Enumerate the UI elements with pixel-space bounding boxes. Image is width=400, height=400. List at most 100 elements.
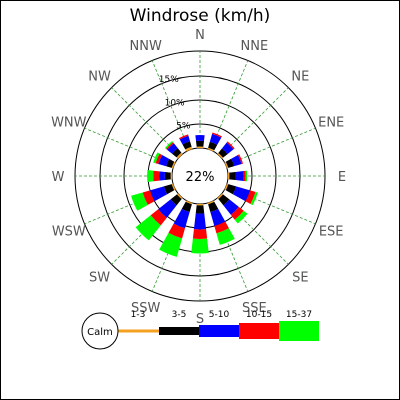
bar-w-3-5 bbox=[164, 172, 171, 180]
legend-swatch-10-15 bbox=[239, 323, 279, 339]
bar-wsw-10-15 bbox=[142, 190, 155, 205]
bar-ene-3-5 bbox=[225, 158, 235, 168]
bar-e-10-15 bbox=[243, 170, 246, 182]
labels-layer: N NNE NE ENE E ESE SE SSE S SSW SW WSW W WNW NW NNW 5% 10… bbox=[51, 28, 346, 327]
bar-nnw-3-5 bbox=[182, 141, 192, 150]
legend: Calm 1-3 3-5 5-10 10-15 15-37 bbox=[81, 310, 319, 350]
bar-ssw-5-10 bbox=[173, 208, 190, 229]
bar-se-1-3 bbox=[217, 193, 224, 200]
bar-sse-5-10 bbox=[210, 208, 226, 226]
bar-n-5-10 bbox=[195, 135, 205, 142]
bar-ne-1-3 bbox=[217, 152, 224, 159]
bar-wsw-1-3 bbox=[171, 183, 176, 191]
bar-nne-5-10 bbox=[209, 133, 222, 145]
bar-sse-15-37 bbox=[216, 228, 235, 245]
bar-sse-10-15 bbox=[214, 221, 229, 234]
bar-s-1-3 bbox=[196, 203, 204, 206]
bar-e-5-10 bbox=[235, 171, 244, 181]
bar-nnw-5-10 bbox=[179, 135, 191, 145]
bar-wnw-15-37 bbox=[153, 152, 160, 164]
bar-e-1-3 bbox=[227, 172, 230, 180]
bar-w-15-37 bbox=[147, 170, 154, 182]
bar-wnw-3-5 bbox=[166, 158, 175, 168]
bar-s-10-15 bbox=[192, 229, 208, 240]
legend-swatch-3-5 bbox=[159, 327, 199, 335]
bar-nw-3-5 bbox=[172, 148, 182, 158]
ring-label-10: 10% bbox=[165, 98, 185, 108]
bar-w-1-3 bbox=[170, 172, 173, 180]
bar-sw-3-5 bbox=[170, 194, 182, 206]
chart-title: Windrose (km/h) bbox=[129, 6, 271, 26]
bar-se-5-10 bbox=[223, 199, 239, 215]
legend-calm-circle bbox=[81, 312, 119, 350]
legend-label-3-5: 3-5 bbox=[172, 310, 187, 320]
direction-label-nne: NNE bbox=[241, 39, 269, 54]
bar-nne-1-3 bbox=[207, 147, 215, 152]
bar-se-10-15 bbox=[230, 206, 244, 220]
bar-ene-5-10 bbox=[231, 154, 242, 167]
bar-sw-5-10 bbox=[158, 199, 177, 218]
direction-label-w: W bbox=[52, 170, 65, 185]
bar-ne-5-10 bbox=[221, 142, 234, 155]
legend-calm-label: Calm bbox=[87, 327, 113, 338]
bar-nnw-10-15 bbox=[178, 134, 189, 140]
direction-label-wsw: WSW bbox=[52, 224, 86, 239]
bar-sw-15-37 bbox=[135, 215, 161, 241]
direction-label-wnw: WNW bbox=[51, 116, 87, 131]
ring-label-15: 15% bbox=[159, 75, 179, 85]
legend-label-15-37: 15-37 bbox=[286, 310, 312, 320]
spoke-nnw bbox=[151, 60, 190, 151]
bar-nw-10-15 bbox=[166, 142, 174, 150]
bar-nw-15-37 bbox=[164, 140, 174, 150]
bar-s-5-10 bbox=[193, 213, 207, 230]
bar-nnw-1-3 bbox=[185, 146, 193, 152]
legend-swatch-5-10 bbox=[199, 325, 239, 337]
direction-label-ese: ESE bbox=[319, 224, 344, 239]
direction-label-ene: ENE bbox=[318, 116, 344, 131]
direction-label-s: S bbox=[196, 312, 204, 327]
bar-e-15-37 bbox=[245, 170, 248, 182]
bar-w-10-15 bbox=[153, 170, 160, 182]
direction-label-sse: SSE bbox=[242, 301, 267, 316]
direction-label-ssw: SSW bbox=[131, 301, 161, 316]
direction-label-nnw: NNW bbox=[130, 39, 162, 54]
bar-wsw-3-5 bbox=[163, 184, 175, 195]
bar-ene-1-3 bbox=[224, 161, 229, 169]
ring-label-5: 5% bbox=[176, 122, 191, 132]
bar-nw-1-3 bbox=[176, 152, 183, 159]
bar-nne-10-15 bbox=[212, 132, 222, 138]
bar-se-15-37 bbox=[234, 210, 248, 224]
bar-sse-3-5 bbox=[208, 201, 219, 213]
direction-label-n: N bbox=[195, 28, 205, 43]
legend-swatch-15-37 bbox=[279, 321, 319, 341]
legend-label-10-15: 10-15 bbox=[246, 310, 272, 320]
bar-wnw-10-15 bbox=[155, 153, 163, 165]
bar-n-1-3 bbox=[196, 146, 204, 149]
legend-label-5-10: 5-10 bbox=[209, 310, 230, 320]
bar-ese-3-5 bbox=[225, 184, 237, 195]
bar-ne-10-15 bbox=[226, 141, 235, 150]
bar-s-3-5 bbox=[195, 205, 205, 214]
bars-layer bbox=[131, 132, 258, 257]
bar-sw-10-15 bbox=[150, 209, 167, 226]
direction-label-nw: NW bbox=[88, 70, 111, 85]
bar-ese-15-37 bbox=[250, 191, 258, 206]
bar-nne-3-5 bbox=[208, 141, 218, 151]
bar-ssw-15-37 bbox=[159, 232, 183, 257]
bar-ene-10-15 bbox=[237, 154, 244, 165]
bar-sse-1-3 bbox=[207, 200, 215, 205]
direction-label-e: E bbox=[338, 170, 346, 185]
calm-percent-label: 22% bbox=[186, 170, 215, 185]
bar-ne-3-5 bbox=[218, 148, 228, 158]
bar-e-3-5 bbox=[229, 171, 236, 181]
bar-sw-1-3 bbox=[176, 193, 183, 200]
direction-label-sw: SW bbox=[89, 270, 110, 285]
bar-nw-5-10 bbox=[167, 143, 178, 154]
bar-wnw-1-3 bbox=[171, 161, 176, 169]
bar-ssw-1-3 bbox=[185, 200, 193, 205]
bar-n-3-5 bbox=[196, 140, 204, 147]
bar-wsw-5-10 bbox=[150, 186, 168, 202]
bar-ese-10-15 bbox=[245, 190, 256, 205]
bar-ssw-10-15 bbox=[168, 223, 186, 239]
bar-ese-1-3 bbox=[224, 183, 229, 191]
